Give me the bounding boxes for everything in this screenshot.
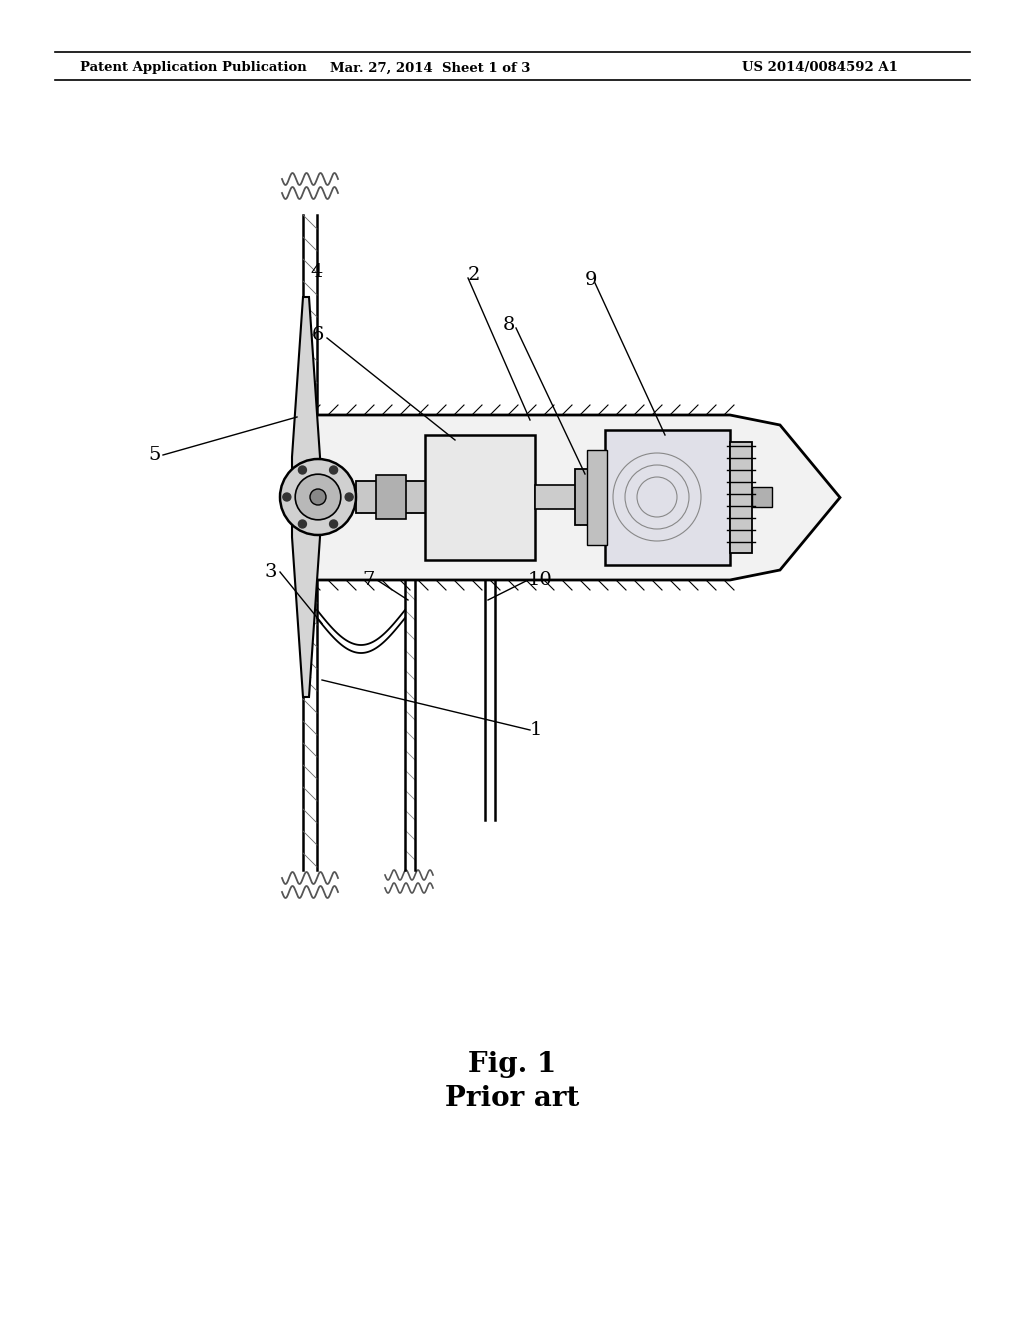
Polygon shape [292, 297, 319, 697]
Circle shape [295, 474, 341, 520]
Text: Patent Application Publication: Patent Application Publication [80, 62, 307, 74]
Bar [575, 469, 605, 525]
Text: 3: 3 [265, 564, 278, 581]
Bar [376, 475, 406, 519]
Bar [425, 436, 535, 560]
Text: 8: 8 [503, 315, 515, 334]
Circle shape [330, 520, 338, 528]
Circle shape [298, 466, 306, 474]
Bar [356, 480, 430, 513]
Circle shape [345, 492, 353, 502]
Text: Mar. 27, 2014  Sheet 1 of 3: Mar. 27, 2014 Sheet 1 of 3 [330, 62, 530, 74]
Text: 4: 4 [310, 263, 323, 281]
Text: 2: 2 [468, 267, 480, 284]
Text: Fig. 1: Fig. 1 [468, 1052, 556, 1078]
Text: Prior art: Prior art [444, 1085, 580, 1111]
Bar [535, 484, 590, 510]
Circle shape [298, 520, 306, 528]
Bar [587, 450, 607, 545]
Bar [605, 430, 730, 565]
Text: 9: 9 [585, 271, 597, 289]
Circle shape [330, 466, 338, 474]
Text: 6: 6 [312, 326, 325, 345]
Text: US 2014/0084592 A1: US 2014/0084592 A1 [742, 62, 898, 74]
Circle shape [280, 459, 356, 535]
Text: 7: 7 [362, 572, 375, 589]
Bar [730, 442, 752, 553]
Text: 1: 1 [530, 721, 543, 739]
Text: 10: 10 [528, 572, 553, 589]
Polygon shape [290, 414, 840, 579]
Text: 5: 5 [148, 446, 161, 465]
Circle shape [310, 488, 326, 506]
Circle shape [283, 492, 291, 502]
Bar [752, 487, 772, 507]
